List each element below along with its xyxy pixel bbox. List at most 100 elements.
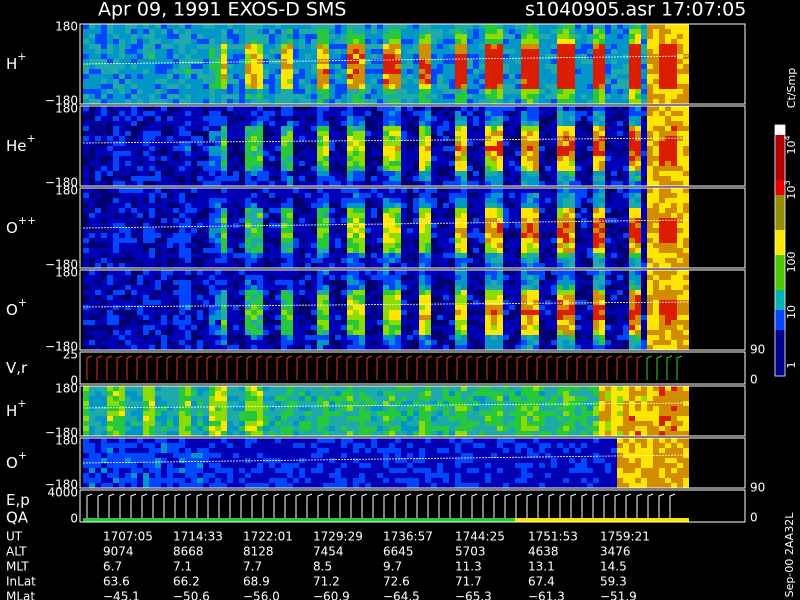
cell <box>479 34 485 39</box>
cell <box>149 161 155 166</box>
cell <box>383 141 389 146</box>
cell <box>125 248 131 253</box>
cell <box>155 59 161 64</box>
cell <box>509 181 515 186</box>
cell <box>149 79 155 84</box>
cell <box>563 146 569 151</box>
cell <box>299 64 305 69</box>
cell <box>629 243 635 248</box>
cell <box>113 198 119 203</box>
cell <box>197 126 203 131</box>
cell <box>563 188 569 193</box>
cell <box>599 146 605 151</box>
cell <box>677 146 683 151</box>
cell <box>83 126 89 131</box>
cell <box>431 59 437 64</box>
cell <box>491 141 497 146</box>
cell <box>605 253 611 258</box>
cell <box>377 198 383 203</box>
cell <box>659 151 665 156</box>
cell <box>185 44 191 49</box>
cell <box>203 106 209 111</box>
cell <box>137 166 143 171</box>
cell <box>275 263 281 268</box>
cell <box>563 243 569 248</box>
cell <box>185 193 191 198</box>
cell <box>437 99 443 104</box>
cell <box>539 89 545 94</box>
cell <box>293 198 299 203</box>
cell <box>593 248 599 253</box>
cell <box>521 213 527 218</box>
cell <box>113 208 119 213</box>
cell <box>587 223 593 228</box>
cell <box>509 213 515 218</box>
cell <box>107 243 113 248</box>
cell <box>89 270 95 275</box>
cell <box>473 258 479 263</box>
cell <box>83 54 89 59</box>
cell <box>503 253 509 258</box>
cell <box>323 126 329 131</box>
cell <box>527 136 533 141</box>
cell <box>671 151 677 156</box>
cell <box>227 238 233 243</box>
cell <box>95 193 101 198</box>
cell <box>479 161 485 166</box>
cell <box>461 208 467 213</box>
cell <box>359 218 365 223</box>
cell <box>497 233 503 238</box>
cell <box>221 29 227 34</box>
cell <box>227 223 233 228</box>
cell <box>473 131 479 136</box>
cell <box>521 99 527 104</box>
cell <box>311 188 317 193</box>
cell <box>137 146 143 151</box>
cell <box>179 121 185 126</box>
cell <box>215 258 221 263</box>
cell <box>155 258 161 263</box>
cell <box>173 228 179 233</box>
cell <box>119 49 125 54</box>
cell <box>125 126 131 131</box>
cell <box>131 74 137 79</box>
cell <box>191 151 197 156</box>
cell <box>209 121 215 126</box>
cell <box>437 176 443 181</box>
cell <box>497 131 503 136</box>
cell <box>161 223 167 228</box>
cell <box>521 126 527 131</box>
cell <box>161 44 167 49</box>
cell <box>239 69 245 74</box>
cell <box>395 156 401 161</box>
cell <box>263 166 269 171</box>
cell <box>263 111 269 116</box>
cell <box>401 69 407 74</box>
cell <box>467 49 473 54</box>
cell <box>635 29 641 34</box>
cell <box>173 29 179 34</box>
cell <box>527 89 533 94</box>
cell <box>533 24 539 29</box>
cell <box>95 253 101 258</box>
cell <box>539 136 545 141</box>
cell <box>215 275 221 280</box>
cell <box>389 193 395 198</box>
cell <box>269 136 275 141</box>
cell <box>293 166 299 171</box>
cell <box>629 106 635 111</box>
cell <box>389 39 395 44</box>
cell <box>611 218 617 223</box>
cell <box>461 121 467 126</box>
cell <box>299 146 305 151</box>
cell <box>341 141 347 146</box>
cell <box>593 203 599 208</box>
cell <box>539 39 545 44</box>
cell <box>89 228 95 233</box>
cell <box>503 243 509 248</box>
cell <box>623 39 629 44</box>
cell <box>329 126 335 131</box>
cell <box>425 176 431 181</box>
cell <box>185 49 191 54</box>
cell <box>203 89 209 94</box>
